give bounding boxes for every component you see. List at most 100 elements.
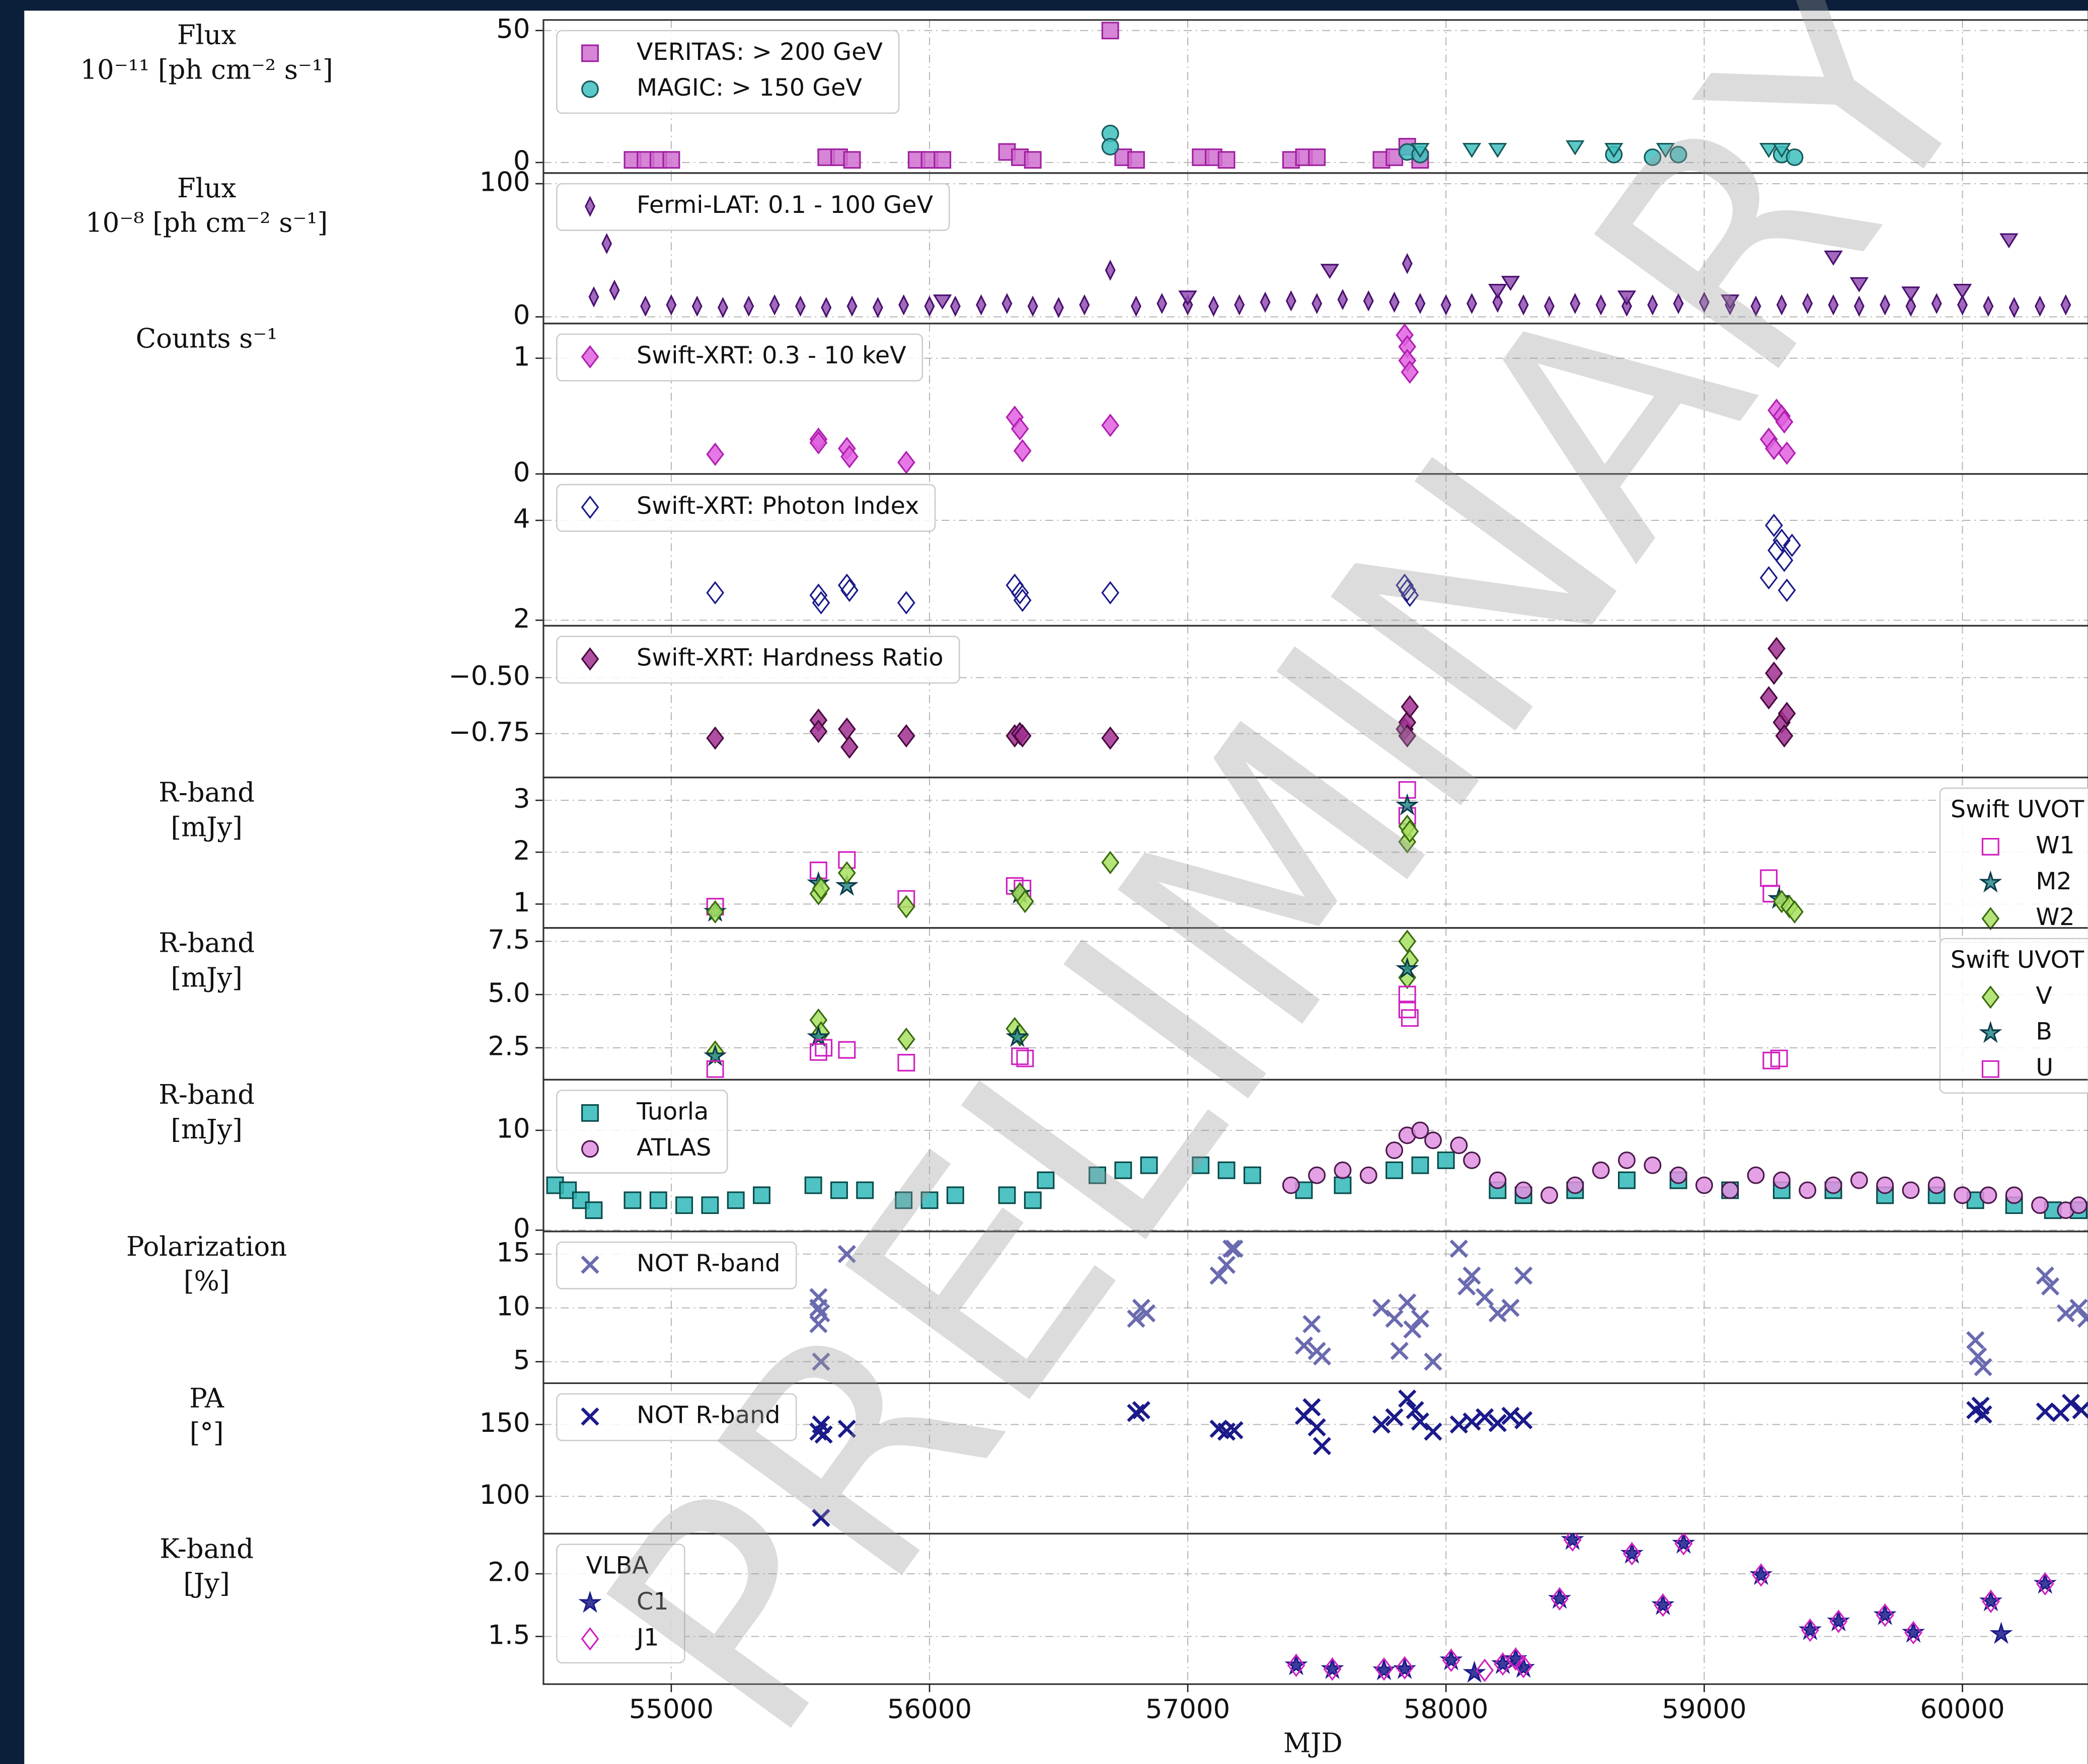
data-point [1309, 1167, 1325, 1183]
y-axis-label: K-band [160, 1533, 254, 1564]
data-point [1515, 1182, 1531, 1198]
data-point [1025, 152, 1041, 168]
data-point [805, 1177, 821, 1193]
y-tick-label: 100 [479, 1480, 530, 1510]
legend-label: Swift-XRT: Photon Index [637, 492, 919, 520]
data-point [1619, 1153, 1635, 1169]
y-axis-label: PA [189, 1383, 224, 1414]
data-point [650, 1192, 666, 1208]
data-point [586, 1202, 602, 1218]
data-point [1567, 1177, 1583, 1193]
y-axis-label: Polarization [126, 1232, 287, 1262]
y-axis-label: 10⁻¹¹ [ph cm⁻² s⁻¹] [80, 54, 333, 85]
legend-label: W1 [2036, 831, 2074, 859]
y-tick-label: 10 [496, 1291, 530, 1322]
y-tick-label: 15 [496, 1237, 530, 1268]
data-point [1386, 1142, 1403, 1159]
data-point [676, 1197, 692, 1213]
legend-label: M2 [2036, 868, 2071, 895]
legend-label: Swift-XRT: 0.3 - 10 keV [637, 342, 906, 369]
data-point [1335, 1162, 1351, 1178]
legend-label: V [2036, 982, 2052, 1010]
legend-label: NOT R-band [637, 1250, 780, 1277]
data-point [702, 1197, 718, 1213]
data-point [1748, 1167, 1764, 1183]
y-tick-label: 50 [496, 14, 530, 44]
data-point [1438, 1153, 1454, 1169]
legend-marker [582, 81, 598, 97]
legend-title: Swift UVOT [1951, 796, 2084, 823]
y-axis-label: [%] [184, 1266, 230, 1297]
y-tick-label: −0.50 [448, 661, 530, 692]
data-point [1464, 1153, 1480, 1169]
data-point [1309, 149, 1325, 166]
legend-label: U [2036, 1054, 2053, 1082]
y-tick-label: 2.0 [488, 1557, 530, 1588]
legend-label: ATLAS [637, 1134, 711, 1162]
y-axis-label: [mJy] [171, 962, 243, 993]
y-tick-label: 2 [513, 603, 530, 634]
y-tick-label: 1 [513, 341, 530, 372]
y-tick-label: 100 [479, 167, 530, 198]
figure: 050Flux10⁻¹¹ [ph cm⁻² s⁻¹]VERITAS: > 200… [0, 0, 2088, 1764]
legend-label: MAGIC: > 150 GeV [637, 74, 862, 102]
legend-marker [582, 1105, 598, 1121]
data-point [1645, 1157, 1661, 1173]
y-tick-label: 1 [513, 887, 530, 918]
y-axis-label: [Jy] [183, 1568, 229, 1599]
y-tick-label: 7.5 [488, 925, 530, 955]
y-axis-label: R-band [159, 1080, 255, 1110]
data-point [1451, 1137, 1467, 1154]
data-point [2006, 1187, 2022, 1203]
data-point [1283, 1177, 1299, 1193]
data-point [1360, 1167, 1376, 1183]
page: 050Flux10⁻¹¹ [ph cm⁻² s⁻¹]VERITAS: > 200… [0, 0, 2088, 1764]
data-point [1903, 1182, 1919, 1198]
x-tick-label: 58000 [1404, 1694, 1488, 1725]
y-tick-label: 1.5 [488, 1620, 530, 1650]
data-point [1670, 1167, 1686, 1183]
y-tick-label: 0 [513, 457, 530, 488]
y-tick-label: 2 [513, 835, 530, 866]
data-point [1696, 1177, 1713, 1193]
data-point [1490, 1172, 1506, 1188]
x-tick-label: 57000 [1145, 1694, 1230, 1725]
y-axis-label: Flux [177, 20, 237, 51]
data-point [663, 152, 679, 168]
data-point [2071, 1197, 2087, 1213]
data-point [625, 1192, 641, 1208]
y-axis-label: Flux [177, 173, 237, 204]
y-tick-label: −0.75 [448, 717, 530, 747]
data-point [1980, 1187, 1996, 1203]
data-point [1928, 1177, 1945, 1193]
data-point [844, 152, 860, 168]
data-point [1335, 1177, 1351, 1193]
data-point [1800, 1182, 1816, 1198]
data-point [1128, 152, 1144, 168]
data-point [754, 1187, 770, 1203]
x-axis-label: MJD [1283, 1728, 1343, 1758]
y-axis-label: 10⁻⁸ [ph cm⁻² s⁻¹] [86, 208, 328, 239]
data-point [935, 152, 951, 168]
y-tick-label: 2.5 [488, 1031, 530, 1062]
x-tick-label: 60000 [1920, 1694, 2004, 1725]
legend-label: VERITAS: > 200 GeV [637, 38, 883, 66]
data-point [1102, 139, 1118, 155]
y-tick-label: 5 [513, 1345, 530, 1375]
y-axis-label: Counts s⁻¹ [136, 324, 278, 354]
data-point [728, 1192, 744, 1208]
y-axis-label: [°] [190, 1418, 224, 1448]
data-point [1955, 1187, 1971, 1203]
data-point [1619, 1172, 1635, 1188]
data-point [1412, 1157, 1428, 1173]
y-axis-label: [mJy] [171, 1114, 243, 1145]
legend-label: W2 [2036, 903, 2074, 931]
y-axis-label: R-band [159, 778, 255, 808]
data-point [1851, 1172, 1867, 1188]
data-point [1425, 1132, 1441, 1148]
data-point [1877, 1177, 1893, 1193]
legend-label: Swift-XRT: Hardness Ratio [637, 644, 943, 671]
x-tick-label: 59000 [1662, 1694, 1746, 1725]
y-tick-label: 10 [496, 1114, 530, 1144]
data-point [1386, 1162, 1403, 1178]
